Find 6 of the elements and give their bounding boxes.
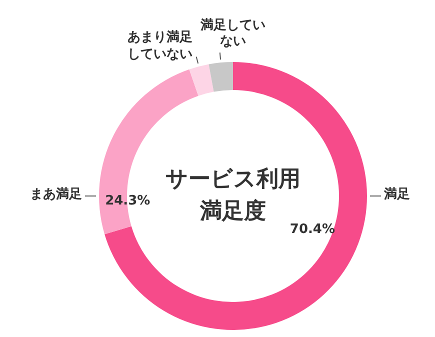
text: サービス利用満足度 xyxy=(166,167,300,224)
data-label: 24.3% xyxy=(105,194,150,209)
slice-label: 満足していない xyxy=(200,18,266,51)
slice-label: まあ満足 xyxy=(30,187,82,204)
slice-label: 満足 xyxy=(384,187,410,204)
slice-label: あまり満足していない xyxy=(126,30,192,63)
